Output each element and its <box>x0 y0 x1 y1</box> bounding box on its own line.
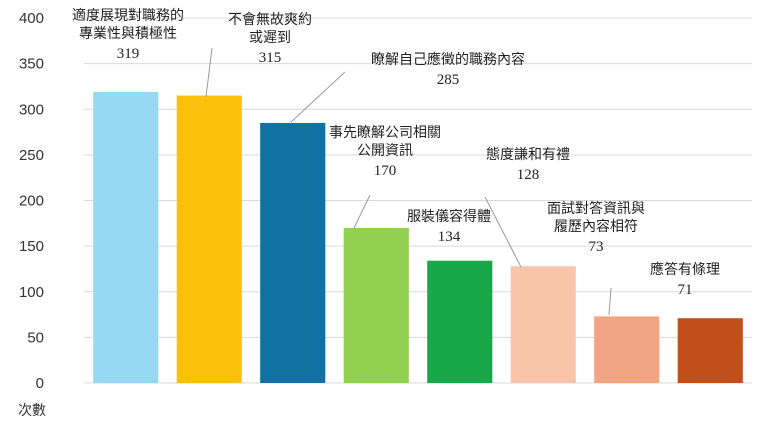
label-leader-lines <box>205 47 612 316</box>
value-label: 315 <box>259 50 282 66</box>
leader-line <box>608 287 612 316</box>
category-label: 適度展現對職務的 <box>72 7 184 24</box>
y-tick-label: 150 <box>19 238 44 255</box>
category-label: 服裝儀容得體 <box>407 208 491 225</box>
y-tick-label: 200 <box>19 193 44 210</box>
category-label: 事先瞭解公司相關 <box>329 125 441 141</box>
leader-line <box>353 194 371 229</box>
bar <box>176 95 242 383</box>
y-tick-label: 50 <box>27 329 44 346</box>
bar <box>93 91 159 383</box>
y-tick-label: 400 <box>19 10 44 27</box>
y-tick-label: 350 <box>19 56 44 73</box>
value-label: 73 <box>589 239 604 255</box>
category-label: 履歷內容相符 <box>554 218 638 235</box>
category-label: 應答有條理 <box>650 261 720 278</box>
bar <box>594 316 660 383</box>
y-axis-ticks: 0 50 100 150 200 250 300 350 400 <box>19 10 44 392</box>
value-label: 319 <box>117 46 140 62</box>
value-label: 285 <box>437 72 460 88</box>
bar <box>510 266 576 383</box>
bars <box>93 91 743 383</box>
category-label: 瞭解自己應徵的職務內容 <box>371 51 525 68</box>
y-tick-label: 250 <box>19 147 44 164</box>
bar <box>260 122 326 383</box>
category-label: 不會無故爽約 <box>228 12 312 28</box>
value-label: 71 <box>678 282 693 298</box>
leader-line <box>205 47 213 98</box>
bar <box>677 318 743 383</box>
bar <box>343 227 409 383</box>
y-tick-label: 100 <box>19 284 44 301</box>
value-label: 170 <box>374 163 397 179</box>
value-label: 134 <box>438 229 461 245</box>
category-label: 面試對答資訊與 <box>547 200 645 217</box>
y-axis-label: 次數 <box>18 403 46 419</box>
category-label: 或遲到 <box>249 30 291 46</box>
y-tick-label: 0 <box>36 375 44 392</box>
bar <box>427 260 493 383</box>
y-tick-label: 300 <box>19 101 44 118</box>
leader-line <box>484 196 522 268</box>
category-label: 態度謙和有禮 <box>486 147 570 163</box>
category-label: 公開資訊 <box>357 143 413 159</box>
value-label: 128 <box>517 167 540 183</box>
leader-line <box>290 71 346 123</box>
category-label: 專業性與積極性 <box>79 26 177 42</box>
